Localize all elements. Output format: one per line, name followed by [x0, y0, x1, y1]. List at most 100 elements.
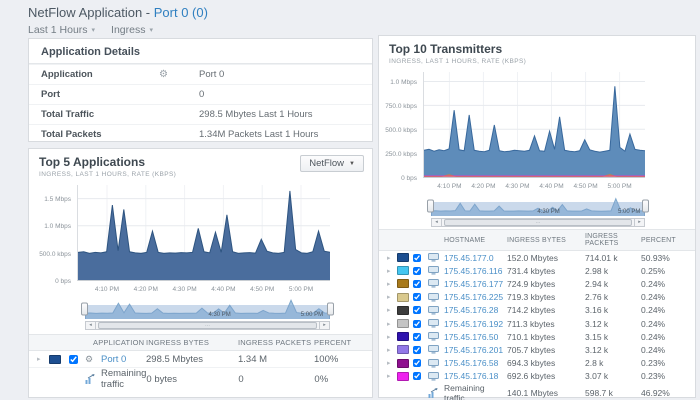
expand-caret-icon[interactable]: ▸ [37, 356, 41, 363]
scrubber-selection[interactable]: 4:30 PM 5:00 PM [85, 305, 330, 319]
col-percent: PERCENT [641, 236, 676, 244]
chevron-down-icon: ▾ [91, 27, 96, 34]
scroll-right-icon[interactable]: ▸ [319, 322, 329, 329]
scroll-left-icon[interactable]: ◂ [86, 322, 96, 329]
scrubber-right-handle[interactable] [642, 199, 649, 213]
table-row: ▸ 175.45.176.28 714.2 kbytes 3.16 k 0.24… [379, 304, 695, 317]
scrubber-left-handle[interactable] [81, 302, 88, 316]
flow-type-dropdown[interactable]: NetFlow ▼ [300, 155, 364, 172]
scrubber-left-handle[interactable] [427, 199, 434, 213]
cell-packets: 0 [238, 373, 244, 385]
scrubber-time-label: 4:30 PM [208, 312, 231, 318]
scrubber-right-handle[interactable] [327, 302, 334, 316]
row-checkbox[interactable] [413, 279, 421, 288]
expand-caret-icon[interactable]: ▸ [387, 346, 391, 354]
scrubber-selection[interactable]: 4:30 PM 5:00 PM [431, 202, 645, 216]
cell-packets: 3.07 k [585, 371, 609, 382]
row-checkbox[interactable] [69, 354, 78, 364]
row-checkbox[interactable] [413, 319, 421, 328]
hostname-link[interactable]: 175.45.177.0 [444, 252, 494, 263]
expand-caret-icon[interactable]: ▸ [387, 254, 391, 262]
expand-caret-icon[interactable]: ▸ [387, 320, 391, 328]
detail-row: Total Traffic 298.5 Mbytes Last 1 Hours [29, 104, 372, 124]
row-checkbox[interactable] [413, 345, 421, 354]
port-link[interactable]: Port 0 (0) [153, 5, 208, 20]
cell-packets: 714.01 k [585, 252, 618, 263]
scrollbar-track[interactable]: ⋯ [96, 322, 319, 329]
scrubber-time-label: 5:00 PM [617, 209, 641, 215]
cell-bytes: 710.1 kbytes [507, 331, 556, 342]
expand-caret-icon[interactable]: ▸ [387, 360, 391, 368]
col-hostname: HOSTNAME [444, 236, 486, 244]
cell-bytes: 711.3 kbytes [507, 318, 555, 329]
expand-caret-icon[interactable]: ▸ [387, 280, 391, 288]
row-checkbox[interactable] [413, 372, 421, 381]
table-header: HOSTNAME INGRESS BYTES INGRESS PACKETS P… [379, 229, 695, 251]
cell-percent: 0.25% [641, 265, 666, 276]
hostname-link[interactable]: 175.45.176.225 [444, 292, 504, 303]
series-color-swatch [397, 371, 409, 381]
cell-percent: 46.92% [641, 387, 670, 398]
cell-bytes: 152.0 Mbytes [507, 252, 559, 263]
page-title: NetFlow Application - Port 0 (0) [28, 5, 208, 20]
cell-bytes: 731.4 kbytes [507, 265, 556, 276]
hostname-link[interactable]: 175.45.176.192 [444, 318, 504, 329]
cell-percent: 50.93% [641, 252, 670, 263]
cell-bytes: 298.5 Mbytes [146, 353, 204, 365]
gear-icon: ⚙ [85, 353, 94, 364]
cell-percent: 0% [314, 373, 329, 385]
time-range-label: Last 1 Hours [28, 24, 88, 36]
expand-caret-icon[interactable]: ▸ [387, 294, 391, 302]
application-link[interactable]: Port 0 [101, 353, 127, 365]
scroll-left-icon[interactable]: ◂ [432, 219, 442, 226]
transmitters-area-chart: 1.0 Mbps 750.0 kbps 500.0 kbps 250.0 kbps 0 … [379, 68, 695, 194]
time-range-dropdown[interactable]: Last 1 Hours ▾ [28, 24, 95, 36]
host-icon [428, 266, 444, 275]
host-icon [428, 279, 444, 288]
scrollbar-track[interactable]: ⋯ [442, 219, 634, 226]
gear-icon[interactable]: ⚙ [159, 69, 168, 80]
hostname-link[interactable]: 175.45.176.50 [444, 331, 499, 342]
scrubber-scrollbar: ◂ ⋯ ▸ [85, 321, 330, 330]
col-application: APPLICATION [93, 338, 145, 347]
series-color-swatch [49, 354, 61, 364]
series-color-swatch [397, 292, 409, 302]
cell-percent: 0.24% [641, 292, 666, 303]
detail-value: 298.5 Mbytes Last 1 Hours [199, 109, 313, 120]
detail-value: 0 [199, 89, 205, 100]
row-checkbox[interactable] [413, 306, 421, 315]
top10-transmitters-panel: Top 10 Transmitters INGRESS, LAST 1 HOUR… [378, 35, 696, 400]
hostname-link[interactable]: 175.45.176.18 [444, 371, 499, 382]
chevron-down-icon: ▼ [349, 160, 355, 167]
row-checkbox[interactable] [413, 332, 421, 341]
hostname-link[interactable]: 175.45.176.28 [444, 305, 499, 316]
hostname-link[interactable]: 175.45.176.177 [444, 278, 504, 289]
expand-caret-icon[interactable]: ▸ [387, 307, 391, 315]
expand-caret-icon[interactable]: ▸ [387, 333, 391, 341]
scroll-right-icon[interactable]: ▸ [634, 219, 644, 226]
hostname-link[interactable]: 175.45.176.116 [444, 265, 503, 276]
row-checkbox[interactable] [413, 266, 421, 275]
scrollbar-thumb[interactable]: ⋯ [98, 322, 317, 329]
cell-packets: 598.7 k [585, 387, 613, 398]
panel-title: Top 10 Transmitters [389, 42, 503, 56]
chart-increase-icon [428, 387, 444, 398]
row-checkbox[interactable] [413, 293, 421, 302]
expand-caret-icon[interactable]: ▸ [387, 373, 391, 381]
row-checkbox[interactable] [413, 253, 421, 262]
series-color-swatch [397, 319, 409, 329]
series-color-swatch [397, 305, 409, 315]
hostname-link[interactable]: 175.45.176.201 [444, 344, 504, 355]
detail-value: Port 0 [199, 69, 225, 80]
cell-packets: 2.94 k [585, 278, 609, 289]
table-row: ▸ 175.45.176.225 719.3 kbytes 2.76 k 0.2… [379, 291, 695, 304]
page-title-text: NetFlow Application - [28, 5, 154, 20]
host-icon [428, 358, 444, 368]
direction-dropdown[interactable]: Ingress ▾ [111, 24, 153, 36]
hostname-link[interactable]: 175.45.176.58 [444, 358, 499, 369]
table-row: ▸ 175.45.176.201 705.7 kbytes 3.12 k 0.2… [379, 343, 695, 356]
expand-caret-icon[interactable]: ▸ [387, 267, 391, 275]
scrollbar-thumb[interactable]: ⋯ [444, 219, 632, 226]
row-checkbox[interactable] [413, 359, 421, 368]
cell-bytes: 724.9 kbytes [507, 278, 556, 289]
